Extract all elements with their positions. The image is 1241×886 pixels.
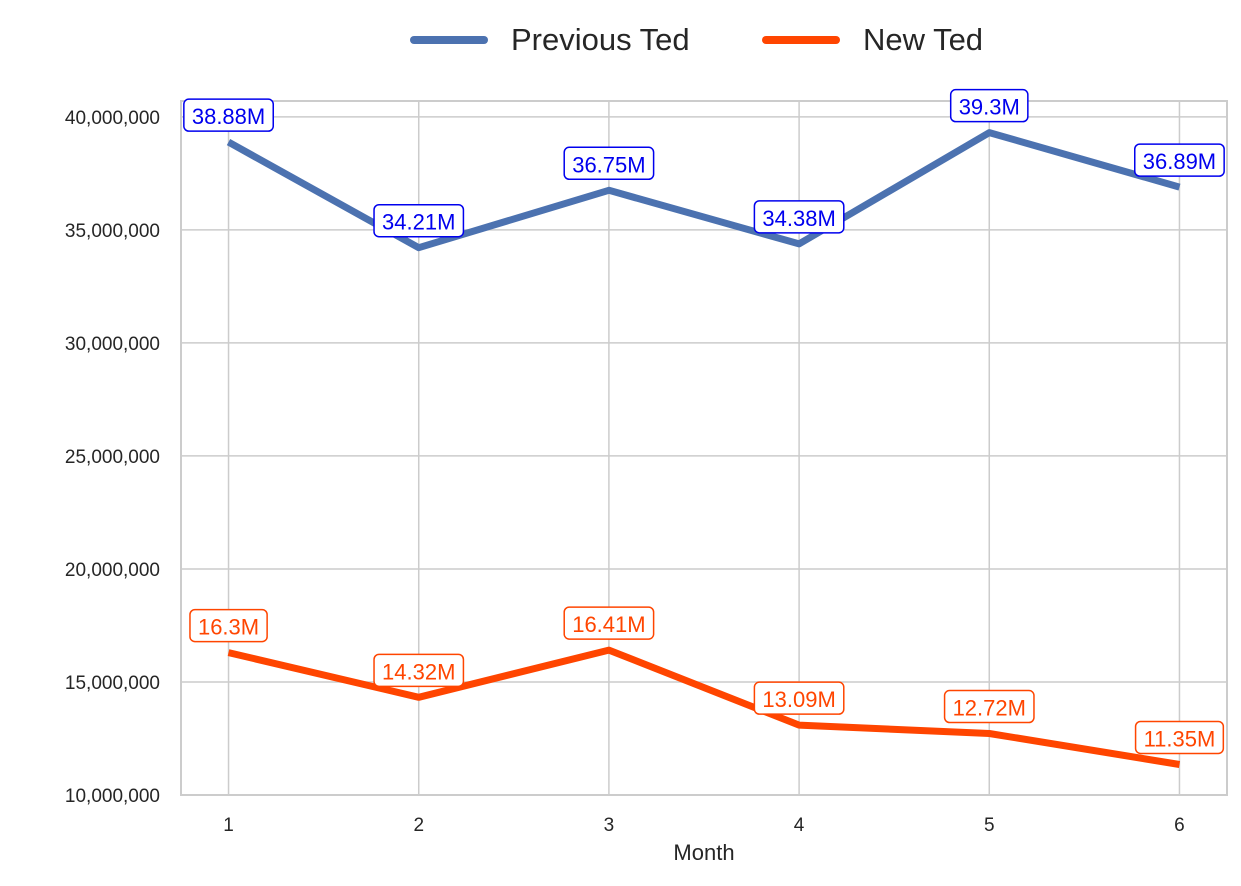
x-tick-label: 4	[794, 815, 805, 836]
y-tick-label: 35,000,000	[65, 221, 160, 242]
axes: 10,000,000 15,000,000 20,000,000 25,000,000…	[65, 100, 1228, 836]
data-label-box	[563, 606, 655, 640]
data-label-text: 39.3M	[959, 95, 1020, 120]
data-label-text: 34.38M	[762, 206, 835, 231]
x-tick-label: 1	[223, 815, 234, 836]
x-tick-label: 2	[413, 815, 424, 836]
data-label-box	[563, 146, 655, 181]
data-label-box	[373, 653, 465, 688]
data-label: 36.89M	[1134, 143, 1225, 177]
x-tick-label: 3	[604, 815, 615, 836]
data-label: 34.38M	[753, 200, 845, 234]
data-label-text: 12.72M	[953, 696, 1026, 721]
data-label-text: 11.35M	[1144, 726, 1216, 751]
data-label-text: 16.41M	[572, 612, 645, 637]
data-label-text: 38.88M	[192, 104, 265, 129]
data-label: 38.88M	[183, 98, 274, 132]
data-label-box	[753, 681, 845, 715]
y-tick-label: 30,000,000	[65, 334, 160, 355]
y-tick-label: 40,000,000	[65, 108, 160, 129]
data-labels: 38.88M 34.21M 36.75M 34.38M 39.3M 36.89M 16.3M…	[183, 88, 1225, 755]
y-tick-label: 25,000,000	[65, 447, 160, 468]
legend-label-1: Previous Ted	[511, 22, 690, 57]
data-label-box	[1134, 720, 1225, 755]
data-label: 34.21M	[373, 203, 465, 238]
data-label-box	[1134, 143, 1225, 177]
series-lines	[226, 129, 1181, 768]
legend: Previous Ted New Ted	[410, 22, 983, 57]
data-label-text: 16.3M	[198, 615, 259, 640]
data-label: 13.09M	[753, 681, 845, 715]
data-label: 16.41M	[563, 606, 655, 640]
data-label-text: 14.32M	[382, 659, 455, 684]
data-label-text: 36.75M	[572, 152, 645, 177]
x-tick-label: 6	[1174, 815, 1185, 836]
data-label-box	[753, 200, 845, 234]
data-label: 12.72M	[943, 689, 1035, 724]
data-label-box	[183, 98, 274, 132]
data-label-box	[943, 689, 1035, 724]
y-tick-label: 10,000,000	[65, 786, 160, 807]
data-label: 36.75M	[563, 146, 655, 181]
x-axis-title: Month	[673, 840, 734, 865]
data-label-text: 13.09M	[762, 687, 835, 712]
data-label: 16.3M	[189, 608, 268, 643]
data-label-box	[373, 203, 465, 238]
data-label-box	[189, 608, 268, 643]
data-label-text: 34.21M	[382, 210, 455, 235]
legend-label-2: New Ted	[863, 22, 983, 57]
plot-frame	[180, 100, 1228, 796]
y-tick-label: 15,000,000	[65, 673, 160, 694]
x-tick-label: 5	[984, 815, 995, 836]
series-line-2	[227, 646, 1181, 768]
y-tick-label: 20,000,000	[65, 560, 160, 581]
data-label: 39.3M	[949, 88, 1029, 123]
data-label: 11.35M	[1134, 720, 1225, 755]
data-label-text: 36.89M	[1143, 149, 1216, 174]
data-label-box	[949, 88, 1029, 123]
data-label: 14.32M	[373, 653, 465, 688]
